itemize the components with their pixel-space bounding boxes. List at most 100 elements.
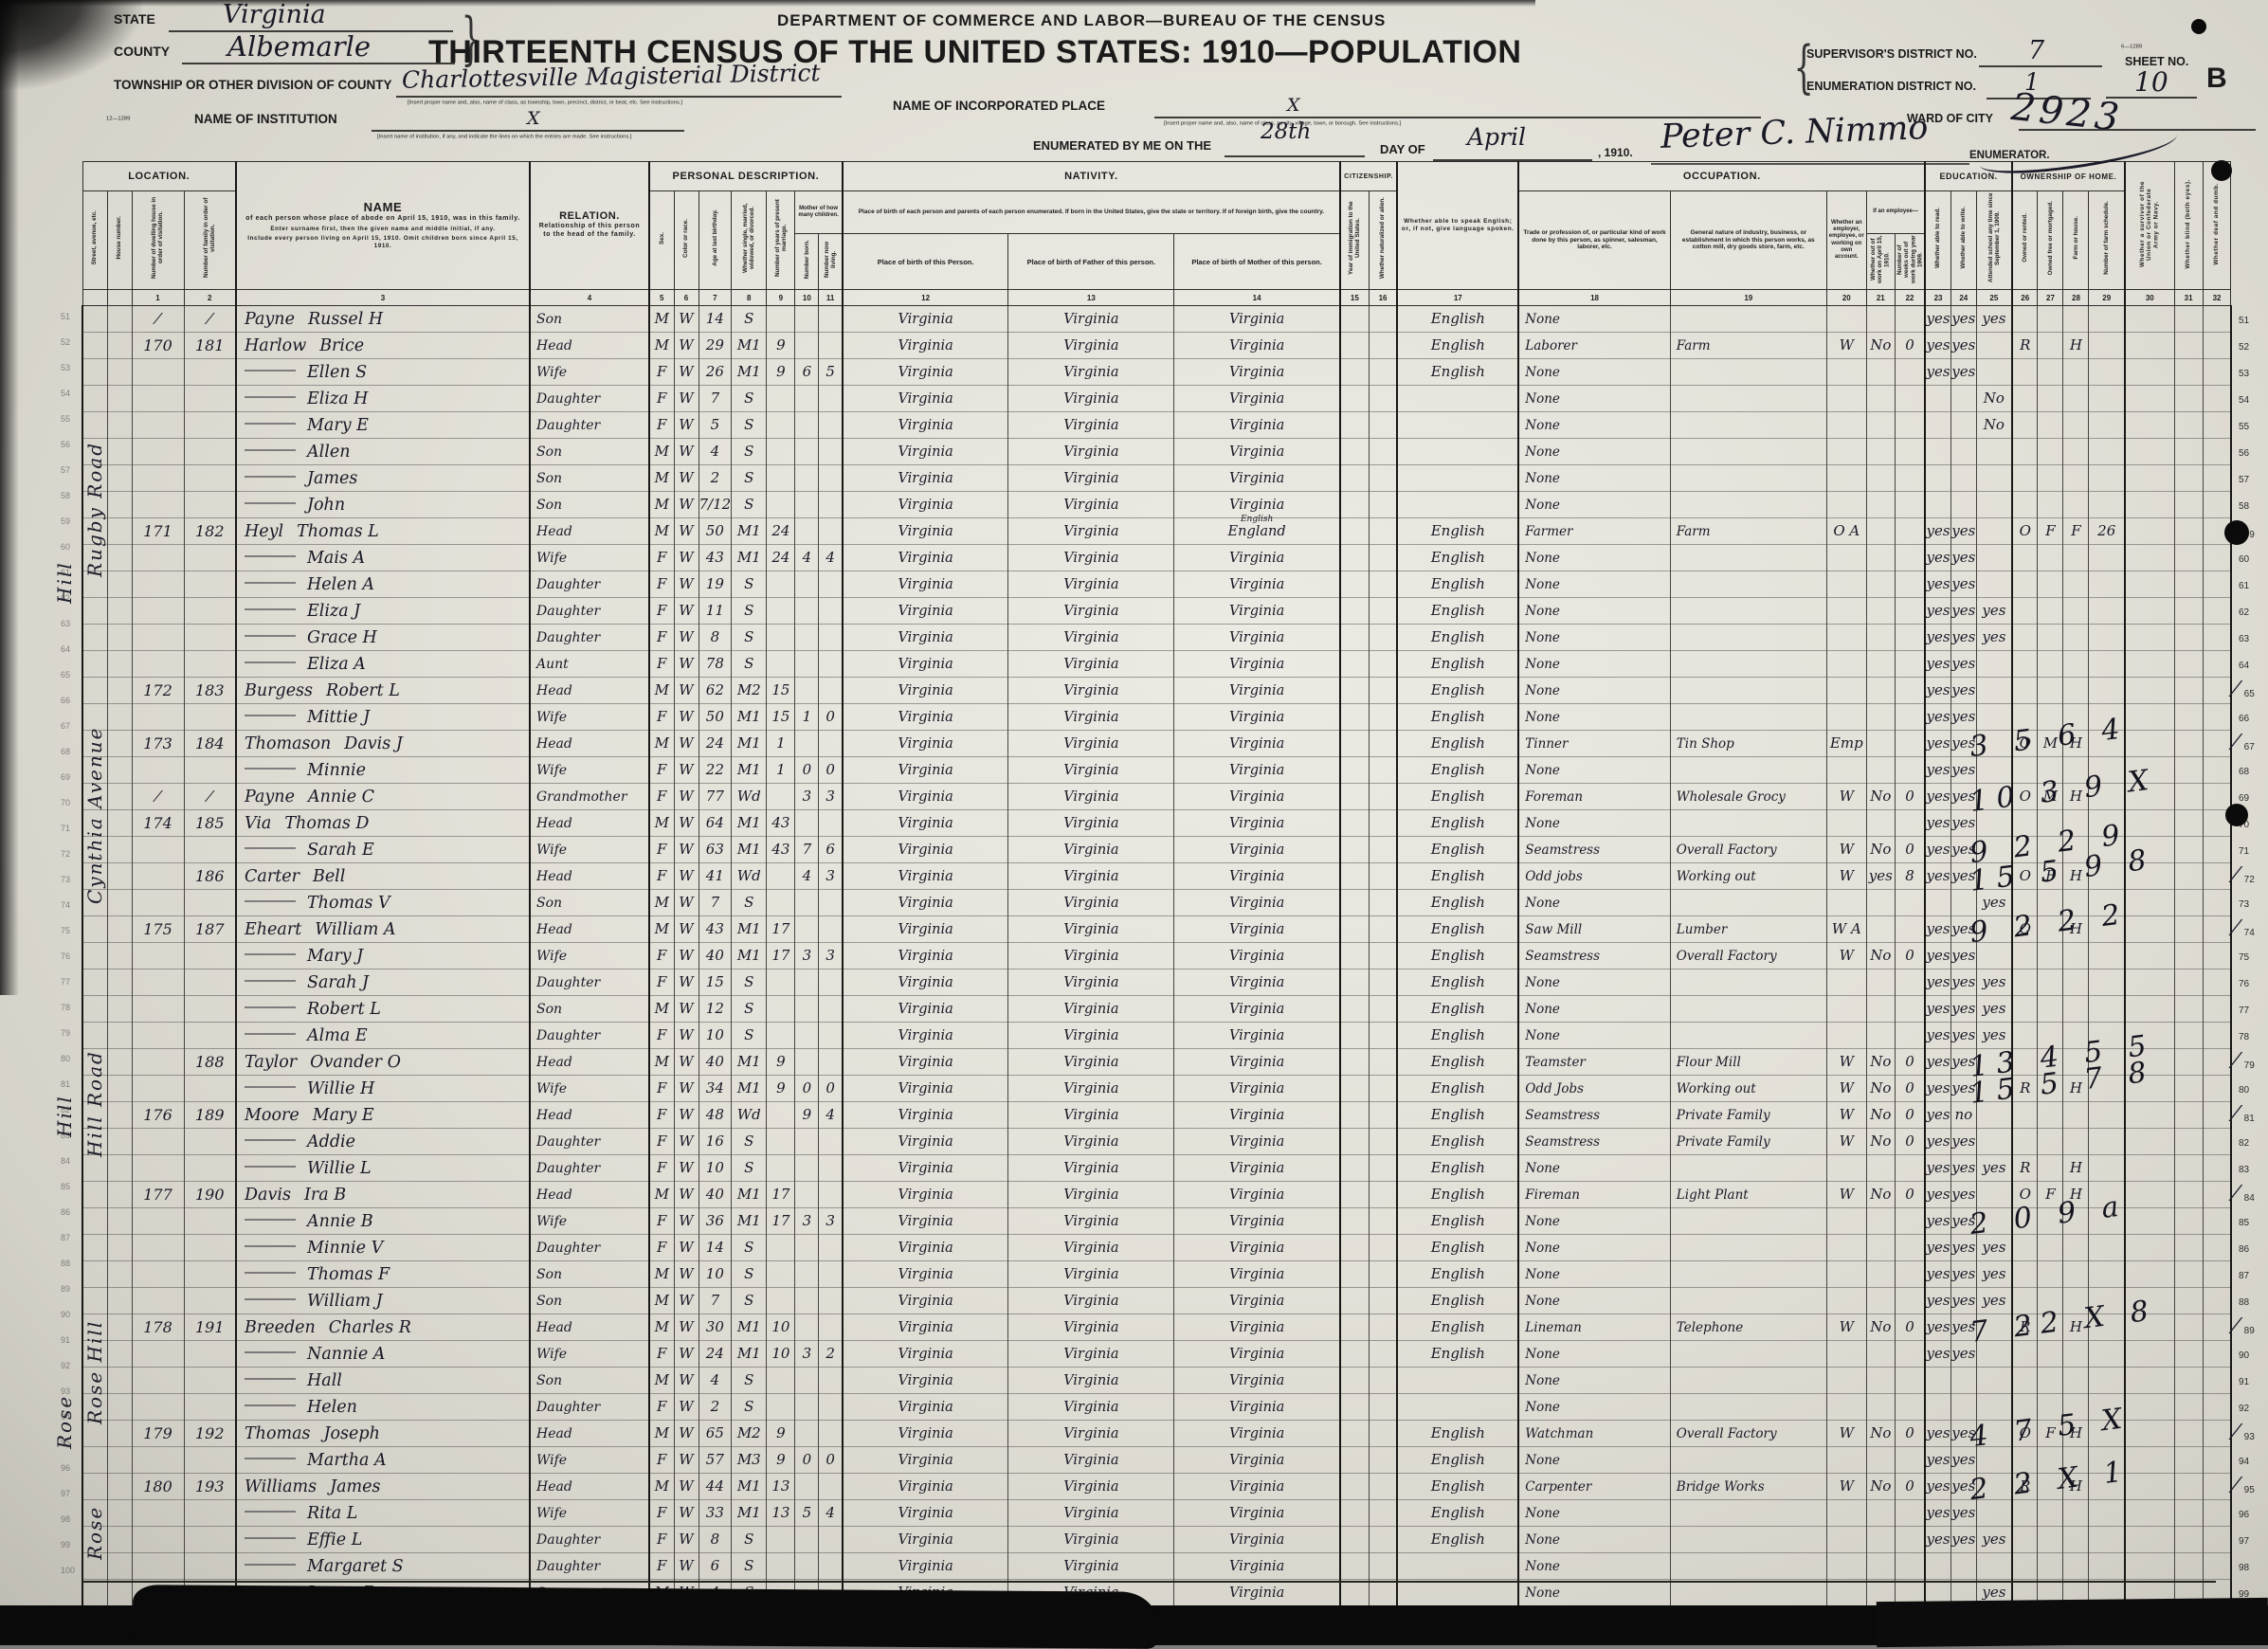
cell-bl (2173, 836, 2204, 863)
cell-sch (1975, 1181, 2013, 1208)
cell-dw: 178 (131, 1314, 185, 1341)
cell-vet (2123, 305, 2175, 333)
cell-pm: Virginia (1173, 703, 1341, 731)
cell-rel: Head (529, 730, 650, 757)
cell-emp (1825, 1367, 1867, 1394)
left-line-number: 98 (61, 1514, 71, 1524)
cell-df (2202, 1314, 2232, 1341)
cell-house (106, 1526, 133, 1553)
left-line-number: 70 (61, 798, 71, 807)
cell-pf: Virginia (1007, 1287, 1175, 1314)
cell-o1 (2010, 942, 2039, 969)
cell-house (106, 1207, 133, 1235)
cell-emp (1825, 889, 1867, 916)
cell-ow (1865, 969, 1896, 996)
cell-pb: Virginia (841, 1420, 1009, 1447)
cell-age: 78 (698, 650, 733, 678)
cell-trade: None (1517, 1340, 1671, 1368)
cell-sch: yes (1975, 1526, 2013, 1553)
cell-trade: Odd jobs (1517, 862, 1671, 890)
cell-o1 (2010, 385, 2039, 412)
left-line-number: 94 (61, 1412, 71, 1422)
cell-vet (2123, 1340, 2175, 1368)
cell-sch (1975, 438, 2013, 465)
cell-dw (131, 1446, 185, 1474)
cell-pb: Virginia (841, 624, 1009, 651)
cell-emp (1825, 1552, 1867, 1580)
cell-rel: Head (529, 915, 650, 943)
cell-ow (1865, 358, 1896, 386)
cell-yrs (766, 464, 796, 492)
cell-name: ———— Effie L (235, 1526, 531, 1553)
cell-age: 10 (698, 1022, 733, 1049)
department-line: DEPARTMENT OF COMMERCE AND LABOR—BUREAU … (777, 11, 1387, 29)
left-line-number: 64 (61, 644, 71, 654)
cell-yrs (766, 1154, 796, 1182)
cell-fam: 189 (183, 1101, 237, 1129)
cell-ln: ⁄ 74 (2229, 915, 2265, 943)
cell-pf: Virginia (1007, 1473, 1175, 1500)
cell-eng: English (1396, 1207, 1519, 1235)
cell-imm (1338, 1340, 1370, 1368)
cell-ln: 76 (2229, 969, 2265, 996)
cell-bl (2173, 491, 2204, 518)
cell-mar: S (731, 491, 768, 518)
cell-rd: yes (1924, 1075, 1951, 1102)
cell-cl (818, 1367, 844, 1394)
column-number: 3 (235, 289, 531, 306)
cell-o3 (2062, 305, 2090, 333)
table-row: ———— Eliza J Daughter F W 11 S Virginia Virginia… (82, 597, 2266, 625)
cell-house (106, 517, 133, 545)
cell-ln: 78 (2229, 1022, 2265, 1049)
cell-rd: yes (1924, 624, 1951, 651)
cell-age: 64 (698, 809, 733, 837)
cell-sch (1975, 783, 2013, 810)
cell-pb: Virginia (841, 995, 1009, 1023)
cell-o2 (2037, 597, 2064, 625)
cell-yrs (766, 1234, 796, 1261)
cell-dw (131, 1552, 185, 1580)
cell-ln: 96 (2229, 1499, 2265, 1527)
cell-mar: S (731, 385, 768, 412)
cell-o4 (2088, 677, 2126, 704)
cell-street (82, 677, 108, 704)
cell-name: ———— Ellen S (235, 358, 531, 386)
cell-dw (131, 571, 185, 598)
cell-trade: Watchman (1517, 1420, 1671, 1447)
column-number: 21 (1865, 289, 1896, 306)
cell-rel: Wife (529, 358, 650, 386)
cell-cl (818, 1287, 844, 1314)
cell-age: 36 (698, 1207, 733, 1235)
cell-cl: 0 (818, 703, 844, 731)
cell-pm: Virginia (1173, 385, 1341, 412)
cell-o3 (2062, 597, 2090, 625)
cell-dw (131, 756, 185, 784)
cell-nat (1368, 491, 1398, 518)
cell-cb (794, 1314, 820, 1341)
cell-ind (1669, 385, 1827, 412)
cell-imm (1338, 703, 1370, 731)
cell-pb: Virginia (841, 783, 1009, 810)
cell-mar: M1 (731, 703, 768, 731)
cell-mar: M1 (731, 1314, 768, 1341)
cell-eng: English (1396, 730, 1519, 757)
cell-cb (794, 1022, 820, 1049)
left-line-number: 78 (61, 1003, 71, 1012)
cell-fam (183, 1340, 237, 1368)
cell-imm (1338, 1526, 1370, 1553)
cell-age: 24 (698, 730, 733, 757)
cell-ln: 52 (2229, 332, 2265, 359)
cell-name: Thomas Joseph (235, 1420, 531, 1447)
cell-yrs (766, 1128, 796, 1155)
cell-df (2202, 1128, 2232, 1155)
cell-eng (1396, 1393, 1519, 1421)
cell-o3 (2062, 491, 2090, 518)
cell-eng (1396, 438, 1519, 465)
cell-cb (794, 385, 820, 412)
cell-rd: yes (1924, 1234, 1951, 1261)
cell-sch: yes (1975, 995, 2013, 1023)
cell-rel: Daughter (529, 411, 650, 439)
cell-o3 (2062, 942, 2090, 969)
cell-pb: Virginia (841, 491, 1009, 518)
cell-emp (1825, 571, 1867, 598)
